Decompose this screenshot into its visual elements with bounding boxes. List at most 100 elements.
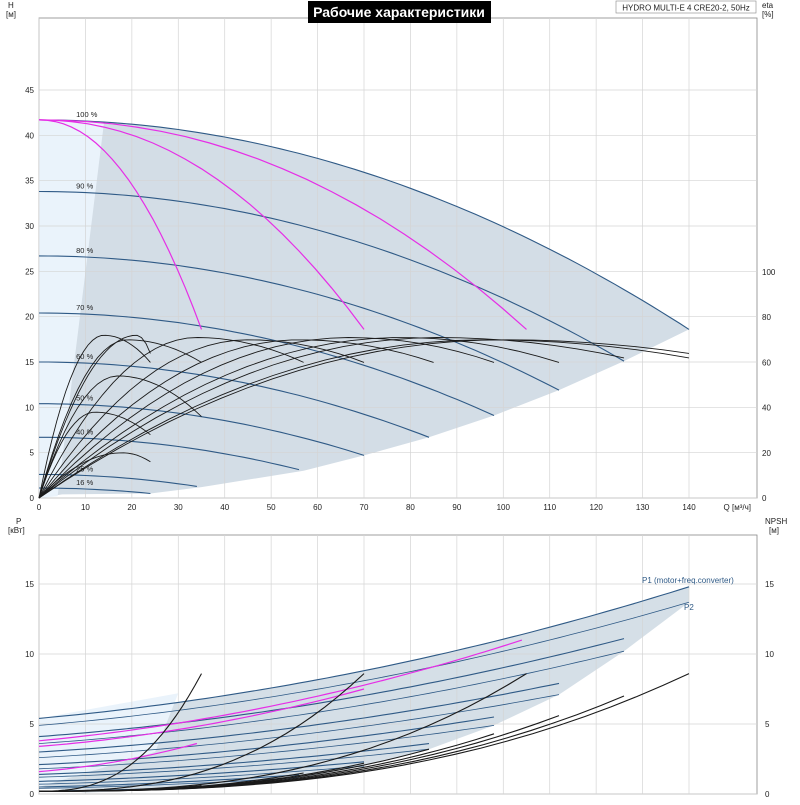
p2-curve <box>38 748 430 778</box>
y2-axis-unit: [м] <box>769 526 779 535</box>
p2-curve <box>38 694 560 758</box>
speed-curve <box>38 312 495 417</box>
npsh-curve <box>39 673 202 792</box>
y-axis-label: H <box>8 1 14 10</box>
speed-curve-label: 40 % <box>76 427 93 436</box>
y2-tick-label: 60 <box>762 358 771 367</box>
y2-axis-unit: [%] <box>762 10 774 19</box>
system-power-curve <box>38 688 365 747</box>
speed-curve <box>38 487 151 495</box>
title-banner <box>308 1 491 23</box>
npsh-curve <box>39 785 202 792</box>
y-tick-label: 10 <box>25 403 34 412</box>
x-tick-label: 120 <box>589 503 603 512</box>
y2-tick-label: 100 <box>762 268 776 277</box>
y-tick-label: 5 <box>30 449 35 458</box>
y2-tick-label: 40 <box>762 404 771 413</box>
y2-axis-label: NPSH <box>765 517 787 526</box>
x-tick-label: 60 <box>313 503 322 512</box>
y2-tick-label: 80 <box>762 313 771 322</box>
system-curve <box>38 119 203 330</box>
p1-curve <box>38 682 560 753</box>
x-tick-label: 90 <box>452 503 461 512</box>
speed-curve-label: 16 % <box>76 478 93 487</box>
y2-tick-label: 0 <box>762 494 767 503</box>
system-curve <box>38 119 527 330</box>
power-npsh-panel: 0 5 10 15 0 5 10 15 P[кВт] NPSH[м] P1 (motor+freq.… <box>8 517 787 799</box>
power-envelope-light <box>39 693 179 787</box>
x-tick-label: 50 <box>267 503 276 512</box>
efficiency-curve <box>38 339 690 499</box>
model-label: HYDRO MULTI-E 4 CRE20-2, 50Hz <box>622 4 749 13</box>
x-tick-label: 70 <box>360 503 369 512</box>
speed-curve-label: 100 % <box>76 110 98 119</box>
p1-curve <box>38 716 495 766</box>
p2-curve <box>38 725 495 770</box>
p1-series-label: P1 (motor+freq.converter) <box>642 576 734 585</box>
y-tick-label: 20 <box>25 313 34 322</box>
y-tick-label: 15 <box>25 580 34 589</box>
speed-curve <box>38 255 560 391</box>
system-power-curve <box>38 639 523 742</box>
y-tick-label: 15 <box>25 358 34 367</box>
speed-curve <box>39 436 300 471</box>
speed-curve-label: 90 % <box>76 182 93 191</box>
efficiency-curve <box>38 334 151 499</box>
speed-curve <box>39 403 365 456</box>
p1-curve <box>38 761 365 782</box>
efficiency-curve <box>38 337 304 499</box>
y-axis-unit: [кВт] <box>8 526 25 535</box>
p2-curve <box>38 765 365 785</box>
efficiency-curve <box>38 334 151 499</box>
p1-curve <box>38 774 300 788</box>
y-tick-label: 45 <box>25 86 34 95</box>
y-tick-label: 25 <box>25 267 34 276</box>
speed-curve-label: 50 % <box>76 394 93 403</box>
x-axis-label: Q [м³/ч] <box>724 503 751 512</box>
speed-curve <box>38 190 625 362</box>
y-tick-label: 35 <box>25 177 34 186</box>
y-tick-label: 30 <box>25 222 34 231</box>
y-axis-unit: [м] <box>6 10 16 19</box>
y2-tick-label: 15 <box>765 580 774 589</box>
speed-curve <box>38 119 690 330</box>
x-tick-label: 0 <box>37 503 42 512</box>
model-box <box>615 0 757 14</box>
efficiency-curve <box>38 339 434 499</box>
p1-curve <box>38 743 430 775</box>
speed-curve <box>38 473 197 487</box>
head-efficiency-panel: 0 10 20 30 40 50 60 70 80 90 100 110 120 130 140 0 5 10 15… <box>6 1 776 512</box>
x-tick-label: 40 <box>220 503 229 512</box>
system-power-curve <box>38 742 198 773</box>
p2-series-label: P2 <box>684 603 694 612</box>
speed-curve-label: 80 % <box>76 246 93 255</box>
chart-title: Рабочие характеристики <box>313 4 485 20</box>
system-curve <box>38 119 365 330</box>
x-tick-label: 10 <box>81 503 90 512</box>
x-tick-label: 110 <box>543 503 556 512</box>
p2-curve <box>38 601 690 726</box>
x-tick-label: 130 <box>636 503 650 512</box>
efficiency-curve <box>38 337 625 499</box>
y-tick-label: 0 <box>30 494 35 503</box>
y2-axis-label: eta <box>762 1 774 10</box>
y-axis-label: P <box>16 517 21 526</box>
y2-tick-label: 10 <box>765 650 774 659</box>
x-tick-label: 80 <box>406 503 415 512</box>
y2-tick-label: 20 <box>762 449 771 458</box>
x-tick-label: 140 <box>682 503 696 512</box>
efficiency-curve <box>38 337 560 499</box>
efficiency-curve <box>38 339 202 499</box>
speed-curve-label: 25 % <box>76 464 93 473</box>
x-tick-label: 20 <box>127 503 136 512</box>
y-tick-label: 5 <box>30 720 35 729</box>
efficiency-curve <box>38 375 202 499</box>
speed-curve-label: 70 % <box>76 303 93 312</box>
speed-curve-label: 60 % <box>76 352 93 361</box>
p1-curve <box>38 586 690 719</box>
efficiency-curve <box>38 339 690 499</box>
efficiency-curve <box>38 452 151 499</box>
y2-tick-label: 5 <box>765 720 770 729</box>
